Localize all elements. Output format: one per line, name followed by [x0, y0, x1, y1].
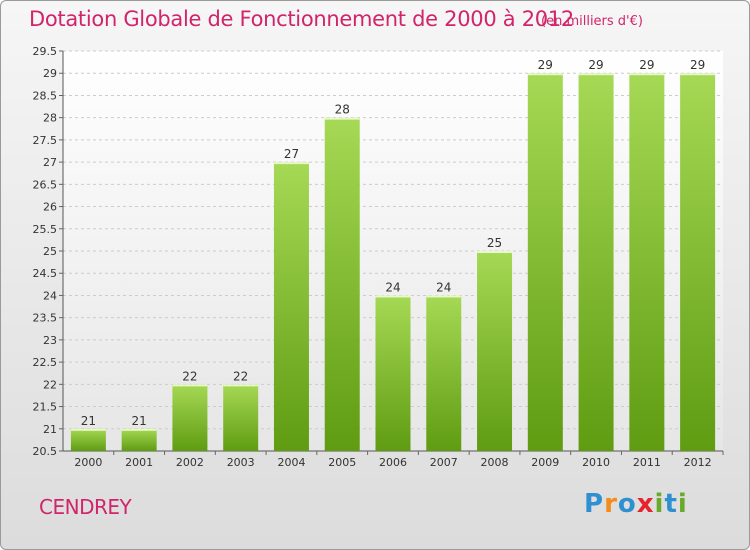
y-tick-label: 24.5 — [33, 267, 58, 280]
bar-highlight — [223, 384, 259, 387]
bar-highlight — [273, 162, 309, 165]
y-tick-label: 24 — [43, 289, 57, 302]
bar — [223, 384, 259, 451]
bar-value-label: 22 — [182, 369, 197, 383]
bar-value-label: 28 — [335, 103, 350, 117]
bar-value-label: 29 — [538, 58, 553, 72]
town-name: CENDREY — [39, 495, 132, 519]
x-tick-label: 2006 — [379, 456, 407, 469]
bar-value-label: 22 — [233, 369, 248, 383]
bar — [172, 384, 208, 451]
y-tick-label: 28 — [43, 112, 57, 125]
y-tick-label: 21.5 — [33, 401, 58, 414]
logo-letter: i — [677, 489, 688, 519]
y-tick-label: 27 — [43, 156, 57, 169]
y-tick-label: 26 — [43, 201, 57, 214]
bar-highlight — [629, 73, 665, 76]
bar-value-label: 25 — [487, 236, 502, 250]
y-tick-label: 23.5 — [33, 312, 58, 325]
bar-highlight — [121, 428, 157, 431]
chart-title: Dotation Globale de Fonctionnement de 20… — [29, 7, 574, 31]
bar-highlight — [477, 251, 513, 253]
bar-highlight — [375, 295, 411, 298]
logo-letter: t — [664, 489, 678, 519]
proxiti-logo: Proxiti — [584, 489, 688, 519]
bar — [426, 295, 462, 451]
y-tick-label: 29 — [43, 67, 57, 80]
y-tick-label: 22 — [43, 378, 57, 391]
x-tick-label: 2003 — [227, 456, 255, 469]
bar — [375, 295, 411, 451]
y-tick-label: 27.5 — [33, 134, 58, 147]
bar-highlight — [426, 295, 462, 298]
bar-highlight — [527, 73, 563, 76]
x-tick-label: 2011 — [633, 456, 661, 469]
y-tick-label: 21 — [43, 423, 57, 436]
y-tick-label: 20.5 — [33, 445, 58, 458]
chart-unit: (en milliers d'€) — [541, 14, 643, 29]
logo-letter: x — [636, 489, 655, 519]
bar-highlight — [578, 73, 614, 76]
x-tick-label: 2001 — [125, 456, 153, 469]
logo-letter: i — [654, 489, 665, 519]
bar — [324, 117, 360, 452]
logo-letter: P — [584, 489, 605, 519]
bar-highlight — [324, 117, 360, 120]
x-tick-label: 2008 — [481, 456, 509, 469]
bar — [273, 162, 309, 451]
bar-value-label: 24 — [385, 280, 400, 294]
bar — [578, 73, 614, 451]
bar — [70, 428, 106, 451]
y-tick-label: 25.5 — [33, 223, 58, 236]
bar-value-label: 29 — [690, 58, 705, 72]
x-tick-label: 2012 — [684, 456, 712, 469]
y-tick-label: 26.5 — [33, 178, 58, 191]
bar-value-label: 21 — [132, 414, 147, 428]
x-tick-label: 2004 — [277, 456, 305, 469]
y-tick-label: 22.5 — [33, 356, 58, 369]
bar — [680, 73, 716, 451]
bar-value-label: 27 — [284, 147, 299, 161]
x-tick-label: 2002 — [176, 456, 204, 469]
bar-value-label: 24 — [436, 280, 451, 294]
x-tick-label: 2010 — [582, 456, 610, 469]
x-tick-label: 2007 — [430, 456, 458, 469]
x-tick-label: 2005 — [328, 456, 356, 469]
y-tick-label: 25 — [43, 245, 57, 258]
bar-highlight — [70, 428, 106, 431]
bar — [121, 428, 157, 451]
bar — [527, 73, 563, 451]
y-tick-label: 23 — [43, 334, 57, 347]
x-tick-label: 2000 — [74, 456, 102, 469]
bar — [629, 73, 665, 451]
bar-value-label: 29 — [639, 58, 654, 72]
y-tick-label: 28.5 — [33, 89, 58, 102]
logo-letter: r — [604, 489, 618, 519]
logo-letter: o — [617, 489, 637, 519]
bar-value-label: 21 — [81, 414, 96, 428]
x-tick-label: 2009 — [531, 456, 559, 469]
y-tick-label: 29.5 — [33, 45, 58, 58]
bar-value-label: 29 — [588, 58, 603, 72]
bar-highlight — [680, 73, 716, 76]
bar-highlight — [172, 384, 208, 387]
bar — [477, 251, 513, 451]
